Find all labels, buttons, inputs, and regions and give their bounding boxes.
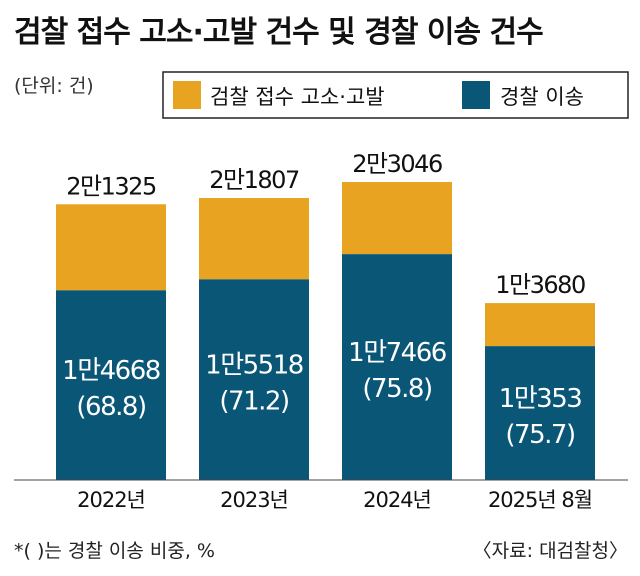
unit-label: (단위: 건) [14,75,94,97]
transfer-label-0: 1만4668 [62,356,160,386]
transfer-label-3: 1만353 [499,384,582,414]
bars: 2만1325 1만4668 (68.8) 2022년 2만1807 1만5518 (71.2… [56,150,595,512]
legend-swatch-transfers [462,81,490,109]
bar-complaints-2 [342,182,452,255]
bar-complaints-1 [199,198,309,280]
bar-complaints-0 [56,204,166,291]
category-label-2: 2024년 [363,488,431,512]
source-label: 〈자료: 대검찰청〉 [473,540,628,562]
category-label-0: 2022년 [77,488,145,512]
legend-label-transfers: 경찰 이송 [500,85,584,109]
total-label-3: 1만3680 [495,271,585,299]
category-label-1: 2023년 [220,488,288,512]
bar-transfers-0 [56,290,166,480]
transfer-ratio-label-3: (75.7) [505,420,574,450]
transfer-label-1: 1만5518 [205,351,303,381]
transfer-ratio-label-2: (75.8) [362,374,431,404]
bar-transfers-3 [485,346,595,480]
transfer-ratio-label-0: (68.8) [76,392,145,422]
legend: 검찰 접수 고소·고발 경찰 이송 [162,71,629,119]
footnote: *( )는 경찰 이송 비중, % [14,540,215,562]
legend-label-complaints: 검찰 접수 고소·고발 [210,85,385,109]
legend-box [162,71,629,119]
category-label-3: 2025년 8월 [488,488,592,512]
bar-complaints-3 [485,303,595,347]
total-label-2: 2만3046 [352,150,442,178]
total-label-1: 2만1807 [209,166,299,194]
transfer-ratio-label-1: (71.2) [219,387,288,417]
chart-title: 검찰 접수 고소·고발 건수 및 경찰 이송 건수 [14,15,543,50]
transfer-label-2: 1만7466 [348,338,446,368]
bar-transfers-2 [342,254,452,480]
bar-transfers-1 [199,279,309,480]
legend-swatch-complaints [173,81,201,109]
total-label-0: 2만1325 [66,172,156,200]
